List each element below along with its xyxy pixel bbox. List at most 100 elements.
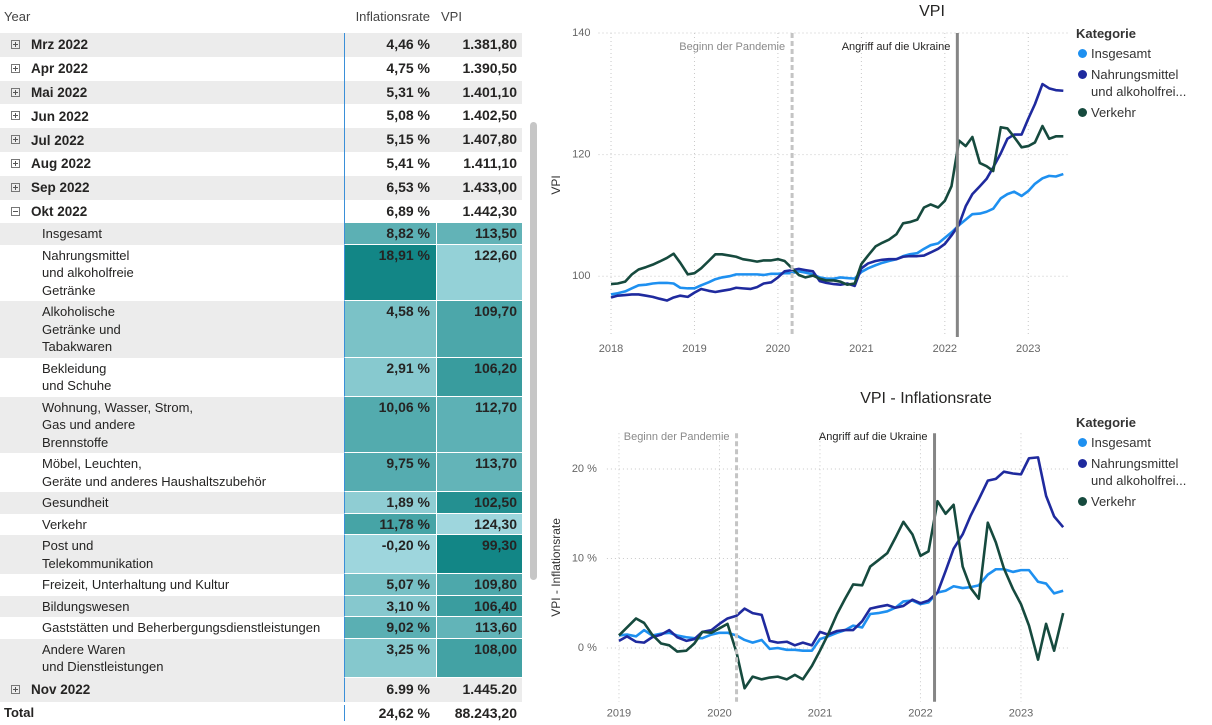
vpi-cell: 124,30 (436, 513, 522, 536)
y-axis-label: VPI - Inflationsrate (549, 518, 563, 617)
vpi-cell: 109,80 (436, 574, 522, 596)
series-line (610, 124, 1064, 287)
legend-label: Verkehr (1091, 494, 1136, 509)
inflation-cell: 2,91 % (344, 357, 436, 397)
expand-icon[interactable] (11, 182, 20, 192)
column-header: Year (4, 9, 31, 24)
y-axis-label: VPI (549, 175, 563, 194)
row-label: Freizeit, Unterhaltung und Kultur (42, 577, 230, 593)
group-row: Jun 2022 5,08 % 1.402,50 (0, 104, 522, 129)
sub-row: Wohnung, Wasser, Strom, Gas und andere B… (0, 396, 522, 454)
inflation-cell: 4,58 % (344, 301, 436, 358)
sub-row: Gaststätten und Beherbergungsdienstleist… (0, 617, 522, 639)
row-label: Mai 2022 (31, 84, 88, 100)
legend-label: Nahrungsmittel und alkoholfrei... (1091, 67, 1187, 99)
legend-marker (1078, 438, 1087, 447)
legend-item[interactable]: Verkehr (1076, 493, 1201, 510)
group-row: Okt 2022 6,89 % 1.442,30 (0, 199, 522, 224)
expand-icon[interactable] (11, 158, 20, 168)
chart-title: VPI - Inflationsrate (860, 390, 992, 407)
vpi-cell: 1.381,80 (462, 36, 518, 52)
expand-icon[interactable] (11, 684, 20, 694)
column-header: Inflationsrate (355, 9, 430, 24)
series-line (610, 172, 1064, 296)
vpi-cell: 1.402,50 (462, 107, 518, 124)
inflation-cell: 3,25 % (344, 638, 436, 678)
series-line (618, 499, 1065, 690)
event-label: Beginn der Pandemie (679, 41, 785, 53)
x-tick-label: 2019 (607, 708, 631, 720)
row-label: Post und Telekommunikation (0, 535, 344, 575)
vpi-cell: 122,60 (436, 244, 522, 302)
legend-title: Kategorie (1076, 415, 1136, 430)
vpi-cell: 1.442,30 (462, 202, 518, 219)
row-label: Apr 2022 (31, 61, 89, 77)
inflation-cell: 6.99 % (344, 677, 436, 702)
legend-marker (1078, 49, 1087, 58)
legend-item[interactable]: Nahrungsmittel und alkoholfrei... (1076, 66, 1201, 100)
vpi-cell: 1.433,00 (462, 178, 518, 195)
vpi-cell: 106,40 (436, 595, 522, 618)
legend-label: Nahrungsmittel und alkoholfrei... (1091, 456, 1187, 488)
inflation-cell: 5,07 % (344, 574, 436, 596)
vpi-cell: 1.401,10 (462, 83, 518, 100)
row-label: Bildungswesen (0, 595, 344, 618)
legend-item[interactable]: Insgesamt (1076, 45, 1201, 62)
x-tick-label: 2022 (933, 343, 957, 355)
group-row: Sep 2022 6,53 % 1.433,00 (0, 175, 522, 200)
row-label: Andere Waren und Dienstleistungen (0, 638, 344, 678)
inflation-cell: 6,89 % (344, 199, 436, 224)
series-line (618, 456, 1065, 647)
row-label: Mrz 2022 (31, 37, 89, 53)
group-row: Nov 2022 6.99 % 1.445.20 (0, 677, 522, 702)
scrollbar[interactable] (530, 122, 537, 580)
vpi-cell: 1.411,10 (463, 154, 517, 171)
group-row: Jul 2022 5,15 % 1.407,80 (0, 128, 522, 152)
vpi-cell: 113,50 (436, 223, 522, 245)
y-tick-label: 120 (572, 149, 590, 161)
row-label: Möbel, Leuchten, Geräte und anderes Haus… (42, 456, 267, 489)
total-row: Total 24,62 % 88.243,20 (0, 702, 522, 724)
y-tick-label: 20 % (572, 463, 597, 475)
row-label: Gaststätten und Beherbergungsdienstleist… (42, 620, 321, 636)
row-label: Sep 2022 (31, 180, 90, 196)
x-tick-label: 2020 (766, 343, 790, 355)
expand-icon[interactable] (11, 63, 20, 73)
inflation-cell: 5,15 % (344, 128, 436, 152)
inflation-cell: 1,89 % (344, 492, 436, 514)
legend-title: Kategorie (1076, 26, 1136, 41)
row-label: Okt 2022 (31, 203, 88, 219)
vpi-cell: 108,00 (436, 638, 522, 678)
inflation-cell: 4,46 % (344, 33, 436, 57)
group-row: Mrz 2022 4,46 % 1.381,80 (0, 33, 522, 57)
sub-row: Möbel, Leuchten, Geräte und anderes Haus… (0, 453, 522, 493)
row-label: Nov 2022 (31, 682, 91, 698)
legend-item[interactable]: Verkehr (1076, 104, 1201, 121)
x-tick-label: 2023 (1009, 708, 1033, 720)
vpi-cell: 112,70 (436, 396, 522, 454)
legend-item[interactable]: Nahrungsmittel und alkoholfrei... (1076, 455, 1201, 489)
expand-icon[interactable] (11, 40, 20, 49)
inflation-cell: 5,41 % (344, 151, 436, 176)
vpi-cell: 109,70 (436, 301, 522, 358)
inflation-cell: 6,53 % (344, 175, 436, 200)
vpi-cell: 88.243,20 (454, 704, 517, 721)
legend-label: Verkehr (1091, 105, 1136, 120)
row-label: Alkoholische Getränke und Tabakwaren (0, 301, 344, 358)
expand-icon[interactable] (11, 206, 20, 216)
legend-marker (1078, 70, 1087, 79)
event-label: Angriff auf die Ukraine (842, 41, 951, 53)
expand-icon[interactable] (11, 87, 20, 97)
vpi-cell: 106,20 (436, 357, 522, 397)
event-label: Angriff auf die Ukraine (819, 431, 928, 443)
x-tick-label: 2020 (707, 708, 731, 720)
legend-item[interactable]: Insgesamt (1076, 434, 1201, 451)
expand-icon[interactable] (11, 135, 20, 145)
expand-icon[interactable] (11, 111, 20, 121)
vpi-cell: 1.445.20 (462, 680, 518, 697)
y-tick-label: 10 % (572, 552, 597, 564)
x-tick-label: 2021 (849, 343, 873, 355)
inflation-cell: 11,78 % (344, 513, 436, 536)
legend-marker (1078, 497, 1087, 506)
